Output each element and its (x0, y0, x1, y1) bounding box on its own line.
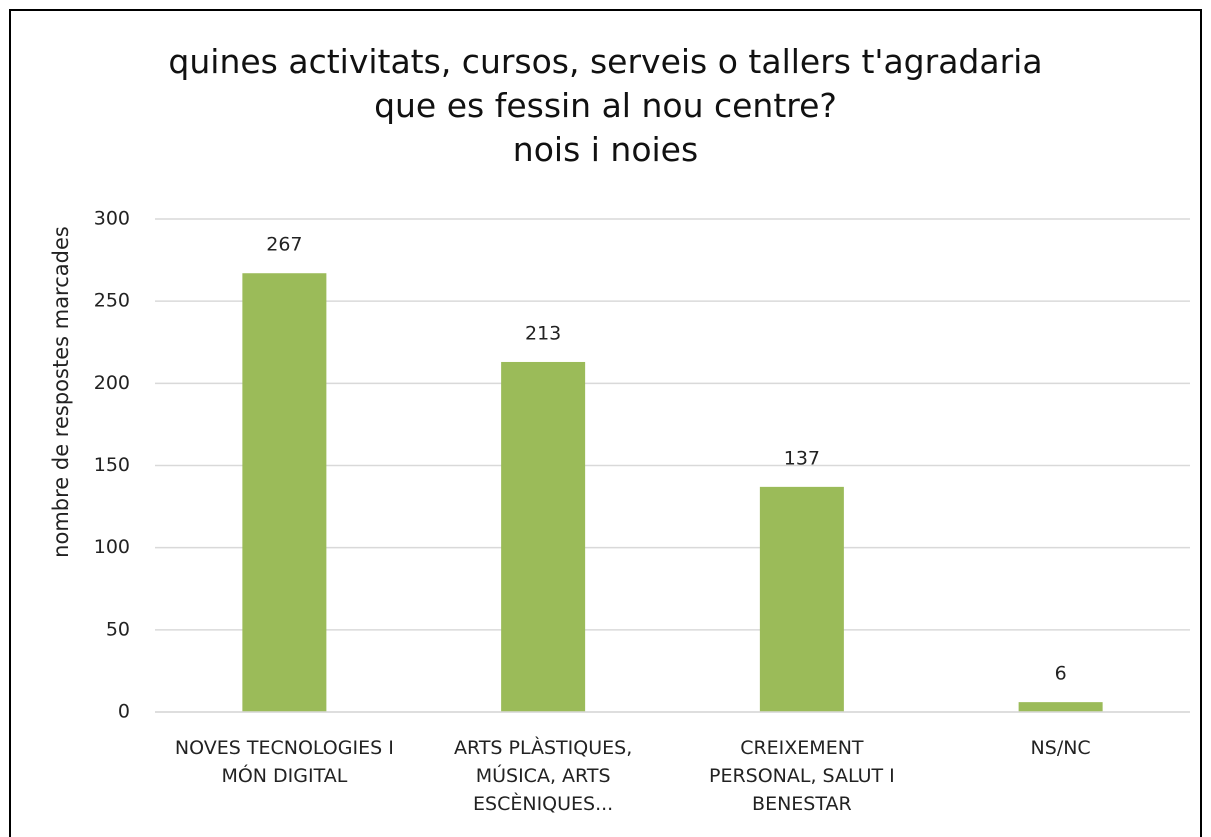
x-tick-label: CREIXEMENT PERSONAL, SALUT I BENESTAR (708, 737, 895, 815)
chart-subtitle: nois i noies (512, 130, 699, 169)
y-tick-label: 300 (94, 208, 130, 230)
y-tick-label: 250 (94, 290, 130, 312)
data-label: 6 (1055, 663, 1067, 685)
bar (1018, 702, 1103, 712)
x-tick-label: NOVES TECNOLOGIES I MÓN DIGITAL (174, 737, 394, 787)
y-tick-label: 50 (106, 618, 130, 640)
bar (242, 273, 327, 712)
data-label: 267 (266, 234, 302, 256)
y-axis-label: nombre de respostes marcades (49, 226, 73, 558)
x-tick-label: ARTS PLÀSTIQUES, MÚSICA, ARTS ESCÈNIQUES… (454, 737, 633, 815)
y-tick-label: 0 (118, 701, 130, 723)
data-label: 213 (525, 322, 561, 344)
bar (501, 361, 586, 712)
frame (9, 9, 1202, 837)
x-tick-label: NS/NC (1030, 737, 1091, 759)
y-tick-label: 200 (94, 372, 130, 394)
y-tick-label: 150 (94, 454, 130, 476)
chart-title: quines activitats, cursos, serveis o tal… (168, 42, 1043, 125)
bar (759, 486, 844, 712)
y-tick-label: 100 (94, 536, 130, 558)
data-label: 137 (784, 447, 820, 469)
